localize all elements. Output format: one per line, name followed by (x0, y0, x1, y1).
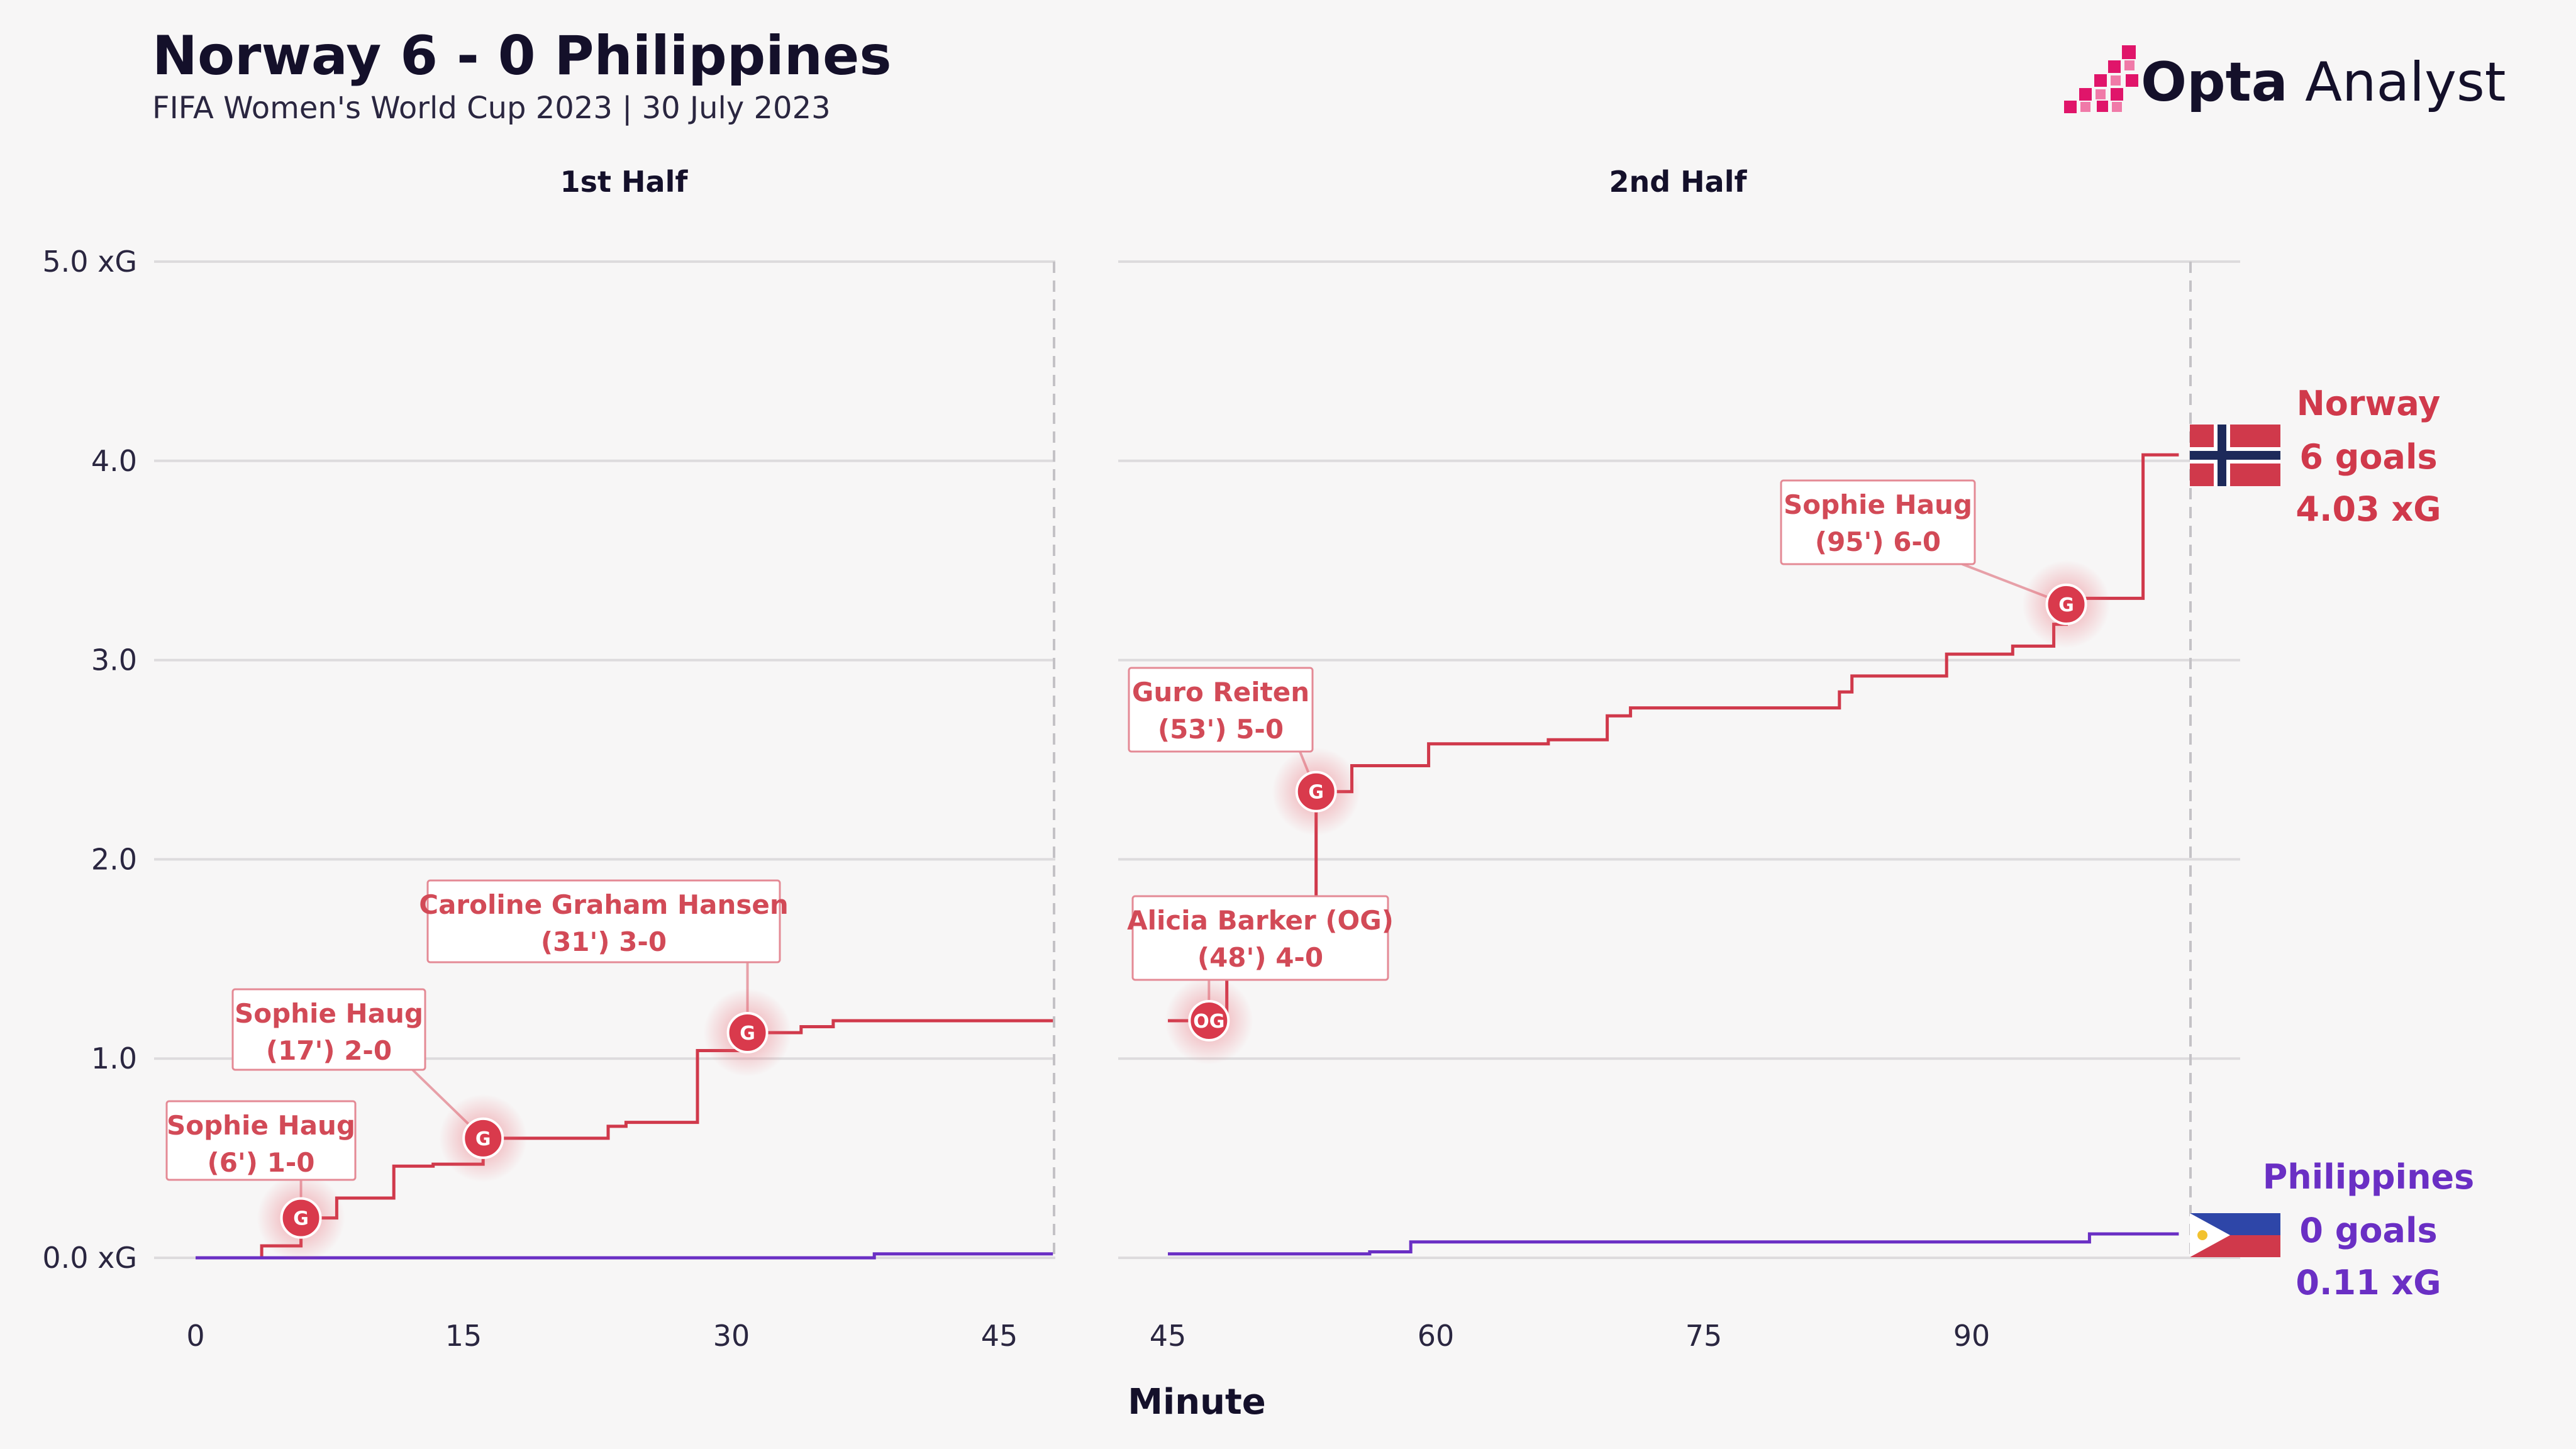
x-tick-label: 30 (713, 1319, 750, 1353)
y-tick-label: 4.0 (91, 444, 137, 478)
y-tick-label: 1.0 (91, 1041, 137, 1075)
annotation-box (426, 879, 781, 963)
goal-marker-label: OG (1193, 1011, 1224, 1033)
logo-square (2108, 60, 2121, 73)
goal-annotation-2: G Sophie Haug (17') 2-0 (231, 988, 528, 1182)
goal-annotation-6: G Sophie Haug (95') 6-0 (1780, 479, 2111, 648)
annotation-minute-score: (53') 5-0 (1158, 714, 1284, 745)
norway-xg-label: 4.03 xG (2296, 489, 2441, 529)
philippines-team-label: Philippines (2263, 1157, 2475, 1197)
annotation-box (1128, 667, 1314, 753)
logo-square (2122, 45, 2136, 59)
annotation-box (231, 988, 426, 1071)
goal-marker-label: G (2058, 594, 2074, 616)
philippines-legend: Philippines 0 goals 0.11 xG (2190, 1157, 2474, 1302)
x-tick-label: 60 (1418, 1319, 1455, 1353)
y-tick-label: 0.0 xG (42, 1241, 137, 1275)
logo-text: Opta Analyst (2141, 51, 2506, 114)
philippines-xg-line-1 (196, 1252, 1053, 1260)
annotation-box (1780, 479, 1976, 565)
goal-marker-label: G (740, 1023, 755, 1045)
goal-annotation-5: G Guro Reiten (53') 5-0 (1128, 667, 1360, 836)
panel-title-second-half: 2nd Half (1609, 165, 1747, 199)
annotation-minute-score: (31') 3-0 (541, 926, 667, 957)
philippines-flag-icon (2190, 1213, 2280, 1257)
goal-annotation-3: G Caroline Graham Hansen (31') 3-0 (419, 879, 792, 1077)
goal-marker-label: G (475, 1128, 491, 1150)
logo-square (2079, 88, 2092, 101)
annotation-scorer: Guro Reiten (1132, 677, 1309, 708)
panel-title-first-half: 1st Half (560, 165, 689, 199)
goal-marker (1188, 1000, 1230, 1042)
goal-marker (462, 1117, 504, 1159)
annotation-minute-score: (6') 1-0 (208, 1147, 315, 1178)
annotation-minute-score: (17') 2-0 (266, 1035, 392, 1066)
goal-annotation-1: G Sophie Haug (6') 1-0 (165, 1100, 357, 1262)
goal-marker-label: G (293, 1208, 309, 1230)
logo-square (2094, 74, 2107, 87)
goal-marker (280, 1197, 322, 1239)
annotation-scorer: Sophie Haug (167, 1110, 355, 1141)
logo-square (2097, 101, 2108, 112)
x-tick-label: 45 (1150, 1319, 1187, 1353)
opta-logo-icon (2064, 45, 2138, 113)
philippines-goals-label: 0 goals (2299, 1211, 2437, 1250)
annotation-scorer: Caroline Graham Hansen (419, 889, 788, 920)
annotation-scorer: Sophie Haug (235, 998, 423, 1029)
goal-marker (2045, 583, 2087, 625)
annotation-scorer: Sophie Haug (1784, 489, 1972, 520)
goal-marker-label: G (1308, 782, 1324, 804)
x-axis-label: Minute (1128, 1382, 1265, 1423)
x-tick-label: 45 (981, 1319, 1018, 1353)
x-tick-label: 90 (1953, 1319, 1990, 1353)
grid-layer (154, 260, 2240, 1261)
norway-flag-icon (2190, 425, 2280, 486)
norway-legend: Norway 6 goals 4.03 xG (2190, 384, 2441, 529)
y-tick-label: 3.0 (91, 643, 137, 677)
axes-layer: 0.0 xG 1.0 2.0 3.0 4.0 5.0 xG 0 15 30 45 45 60 75 90 (42, 245, 1990, 1353)
chart-title: Norway 6 - 0 Philippines (152, 25, 892, 87)
logo-square (2111, 75, 2121, 86)
annotation-box (165, 1100, 357, 1181)
logo-square (2112, 102, 2122, 112)
logo-square (2111, 88, 2123, 101)
annotation-minute-score: (95') 6-0 (1815, 526, 1941, 557)
chart-subtitle: FIFA Women's World Cup 2023 | 30 July 20… (152, 91, 831, 126)
norway-goals-label: 6 goals (2299, 437, 2437, 477)
y-tick-label: 2.0 (91, 842, 137, 876)
logo-square (2096, 89, 2106, 99)
goal-marker (726, 1012, 769, 1054)
annotation-minute-score: (48') 4-0 (1197, 942, 1323, 973)
annotation-scorer: Alicia Barker (OG) (1127, 905, 1394, 936)
logo-square (2126, 74, 2138, 87)
x-tick-label: 75 (1685, 1319, 1723, 1353)
annotation-box (1131, 895, 1389, 981)
x-tick-label: 0 (186, 1319, 204, 1353)
goal-annotation-4: OG Alicia Barker (OG) (48') 4-0 (1127, 895, 1394, 1065)
goal-annotations: G Sophie Haug (6') 1-0 G Sophie Haug (17') 2-… (165, 479, 2111, 1262)
y-tick-label: 5.0 xG (42, 245, 137, 279)
opta-analyst-logo: Opta Analyst (2064, 45, 2506, 114)
logo-square (2080, 102, 2090, 112)
philippines-xg-line-2 (1168, 1232, 2179, 1256)
goal-marker (1295, 770, 1337, 813)
philippines-xg-label: 0.11 xG (2296, 1263, 2441, 1302)
logo-square (2064, 101, 2077, 113)
x-tick-label: 15 (445, 1319, 482, 1353)
norway-team-label: Norway (2297, 384, 2441, 423)
logo-square (2124, 60, 2135, 70)
